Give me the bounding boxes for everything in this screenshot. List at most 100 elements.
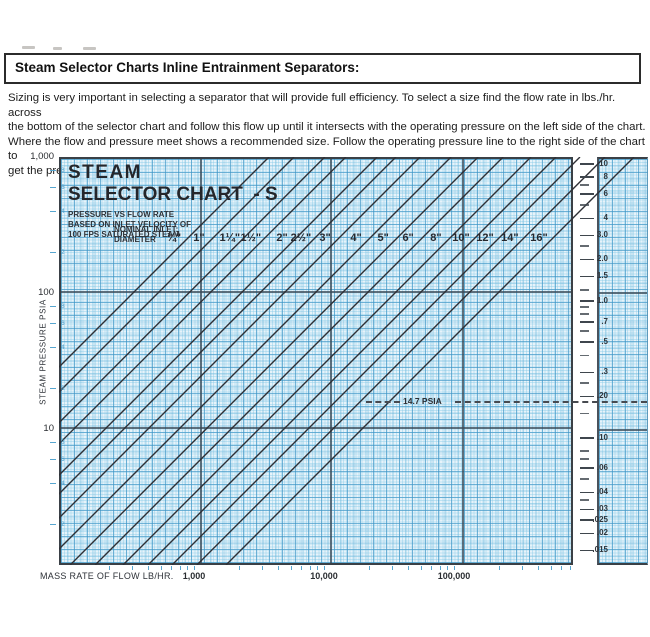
paper-minor-number: 6	[61, 184, 65, 192]
x-minor-tick	[550, 566, 552, 570]
right-scale-tick	[580, 217, 594, 220]
atmospheric-pressure-annotation: 14.7 PSIA	[403, 396, 442, 406]
x-minor-tick	[194, 566, 196, 570]
x-minor-tick	[262, 566, 264, 570]
right-scale-label: .5	[601, 336, 608, 346]
paper-minor-number: 2	[61, 521, 65, 529]
right-scale-minor-tick	[580, 245, 589, 247]
x-minor-tick	[317, 566, 319, 570]
x-minor-tick	[561, 566, 563, 570]
right-scale-minor-tick	[580, 458, 589, 460]
band-gridline-01	[599, 429, 647, 431]
paper-minor-number: 8	[61, 439, 65, 447]
diameter-label: 8"	[430, 232, 442, 244]
y-minor-tick	[50, 347, 56, 349]
atmospheric-dash-right	[455, 401, 647, 403]
x-minor-tick	[148, 566, 150, 570]
right-scale-tick	[580, 467, 594, 469]
scan-smudge	[83, 47, 96, 50]
diameter-label: 14"	[501, 232, 519, 244]
right-scale-minor-tick	[580, 204, 589, 206]
x-minor-tick	[109, 566, 111, 570]
right-scale-label: 10	[599, 158, 608, 168]
diameter-label: 2½"	[290, 232, 312, 244]
right-scale-label: 1.0	[596, 295, 608, 305]
scan-smudge	[53, 47, 62, 50]
right-scale-label: .03	[596, 504, 608, 514]
diameter-label: 1"	[193, 232, 205, 244]
y-minor-tick	[50, 483, 56, 485]
x-minor-tick	[447, 566, 449, 570]
paper-minor-number: 4	[61, 208, 65, 216]
y-axis-title: STEAM PRESSURE PSIA	[38, 299, 48, 405]
right-scale-minor-tick	[580, 382, 589, 384]
y-minor-tick	[50, 306, 56, 308]
paper-minor-number: 6	[61, 456, 65, 464]
y-minor-tick	[50, 524, 56, 526]
right-scale-minor-tick	[580, 412, 589, 415]
scan-smudge	[22, 46, 35, 49]
paper-minor-number: 4	[61, 480, 65, 488]
right-scale-minor-tick	[580, 478, 589, 480]
nominal-inlet-label: NOMINAL INLET:	[114, 225, 179, 234]
diameter-label: 12"	[476, 232, 494, 244]
right-scale-label: .7	[601, 316, 608, 326]
diameter-label: 2"	[276, 232, 288, 244]
right-scale-minor-tick	[580, 289, 589, 291]
diameter-label: 10"	[452, 232, 470, 244]
x-minor-tick	[522, 566, 524, 570]
diameter-label: ¾"	[166, 232, 182, 244]
x-minor-tick	[420, 566, 422, 570]
right-scale-label: 4	[603, 213, 608, 223]
x-minor-tick	[369, 566, 371, 570]
paper-minor-number: 8	[61, 167, 65, 175]
band-gridline-1	[599, 292, 647, 294]
gridline-100psia	[61, 291, 571, 293]
right-scale-minor-tick	[580, 184, 589, 186]
right-scale-tick	[580, 491, 594, 494]
y-minor-tick	[50, 323, 56, 325]
x-minor-tick	[408, 566, 410, 570]
x-minor-tick	[239, 566, 241, 570]
diameter-label: 16"	[530, 232, 548, 244]
x-axis-title: MASS RATE OF FLOW LB/HR.	[40, 571, 174, 581]
right-scale-label: .10	[596, 432, 608, 442]
right-scale-tick	[580, 549, 594, 552]
chart-title-line2: SELECTOR CHART - S	[68, 184, 278, 205]
right-scale-label: 3.0	[596, 230, 608, 240]
diameter-label: 3"	[319, 232, 331, 244]
right-scale-label: .04	[596, 487, 608, 497]
x-minor-tick	[439, 566, 441, 570]
right-scale-minor-tick	[580, 450, 589, 452]
right-scale-tick	[580, 508, 594, 511]
x-minor-tick	[538, 566, 540, 570]
x-minor-tick	[454, 566, 456, 570]
right-scale-label: .015	[592, 545, 608, 555]
atmospheric-dash-left	[366, 401, 400, 403]
paper-minor-number: 4	[61, 344, 65, 352]
x-minor-tick	[392, 566, 394, 570]
right-scale-tick	[580, 321, 594, 323]
right-scale-tick	[580, 519, 594, 521]
gridline-10psia	[61, 427, 571, 429]
chart-title-line1: STEAM	[68, 162, 142, 183]
right-scale-minor-tick	[580, 313, 589, 315]
diameter-label: 6"	[402, 232, 414, 244]
x-minor-tick	[499, 566, 501, 570]
y-minor-tick	[50, 388, 56, 390]
right-scale-minor-tick	[580, 499, 589, 501]
x-minor-tick	[324, 566, 326, 570]
right-scale-tick	[580, 437, 594, 439]
y-minor-tick	[50, 187, 56, 189]
section-title: Steam Selector Charts Inline Entrainment…	[15, 60, 360, 75]
right-scale-label: .20	[596, 391, 608, 401]
right-scale-tick	[580, 275, 594, 278]
paper-minor-number: 2	[61, 385, 65, 393]
gridline-10000	[200, 159, 202, 563]
section-title-box: Steam Selector Charts Inline Entrainment…	[4, 53, 641, 84]
right-scale-tick	[580, 163, 594, 165]
x-minor-tick	[290, 566, 292, 570]
diameter-label: 4"	[350, 232, 362, 244]
right-scale-label: .3	[601, 367, 608, 377]
